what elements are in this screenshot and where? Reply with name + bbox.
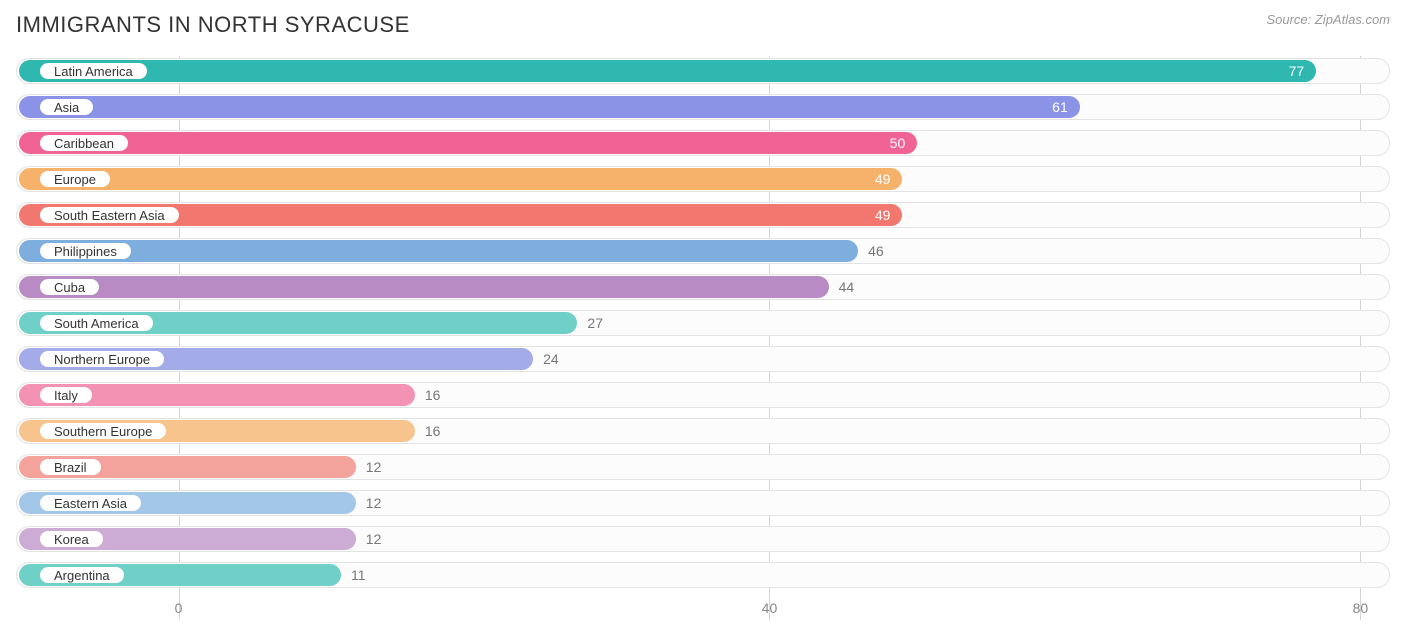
bar-fill — [19, 96, 1080, 118]
bar-fill — [19, 168, 902, 190]
bar-value: 16 — [425, 416, 441, 446]
bar-value: 12 — [366, 524, 382, 554]
bar-value: 61 — [1052, 92, 1068, 122]
bar-value: 44 — [839, 272, 855, 302]
bar-row: Southern Europe 16 — [16, 416, 1390, 446]
bar-fill — [19, 132, 917, 154]
axis-tick-label: 0 — [175, 600, 183, 616]
bar-row: Philippines 46 — [16, 236, 1390, 266]
bar-row: Korea 12 — [16, 524, 1390, 554]
bar-fill — [19, 60, 1316, 82]
bar-label-pill: Europe — [38, 169, 112, 189]
bar-row: Caribbean 50 — [16, 128, 1390, 158]
bar-label-pill: Northern Europe — [38, 349, 166, 369]
bar-row: Northern Europe 24 — [16, 344, 1390, 374]
chart-title: IMMIGRANTS IN NORTH SYRACUSE — [16, 12, 410, 38]
bar-row: Italy 16 — [16, 380, 1390, 410]
bar-label-pill: South Eastern Asia — [38, 205, 181, 225]
bar-value: 77 — [1289, 56, 1305, 86]
bar-row: Cuba 44 — [16, 272, 1390, 302]
bar-row: Brazil 12 — [16, 452, 1390, 482]
bar-value: 12 — [366, 488, 382, 518]
bar-label-pill: Latin America — [38, 61, 149, 81]
bar-value: 50 — [890, 128, 906, 158]
bar-value: 16 — [425, 380, 441, 410]
source-attribution: Source: ZipAtlas.com — [1266, 12, 1390, 27]
bar-label-pill: Caribbean — [38, 133, 130, 153]
bar-label-pill: Brazil — [38, 457, 103, 477]
axis-tick-label: 80 — [1353, 600, 1369, 616]
bar-fill — [19, 276, 829, 298]
bar-value: 49 — [875, 164, 891, 194]
bar-value: 27 — [587, 308, 603, 338]
bar-value: 11 — [351, 560, 366, 590]
x-axis: 0 40 80 — [16, 596, 1390, 624]
bar-label-pill: Southern Europe — [38, 421, 168, 441]
axis-tick-label: 40 — [762, 600, 778, 616]
bar-value: 12 — [366, 452, 382, 482]
bar-fill — [19, 240, 858, 262]
bar-row: Argentina 11 — [16, 560, 1390, 590]
bar-label-pill: South America — [38, 313, 155, 333]
bar-row: Latin America 77 — [16, 56, 1390, 86]
bar-label-pill: Korea — [38, 529, 105, 549]
bar-value: 24 — [543, 344, 559, 374]
bar-label-pill: Philippines — [38, 241, 133, 261]
bar-row: South Eastern Asia 49 — [16, 200, 1390, 230]
bar-value: 46 — [868, 236, 884, 266]
bar-row: Asia 61 — [16, 92, 1390, 122]
bar-label-pill: Cuba — [38, 277, 101, 297]
bar-label-pill: Italy — [38, 385, 94, 405]
bar-chart: Latin America 77 Asia 61 Caribbean 50 Europe 49… — [16, 56, 1390, 624]
bar-row: Eastern Asia 12 — [16, 488, 1390, 518]
bar-label-pill: Asia — [38, 97, 95, 117]
bar-label-pill: Argentina — [38, 565, 126, 585]
bar-row: South America 27 — [16, 308, 1390, 338]
bar-label-pill: Eastern Asia — [38, 493, 143, 513]
bar-value: 49 — [875, 200, 891, 230]
bar-row: Europe 49 — [16, 164, 1390, 194]
